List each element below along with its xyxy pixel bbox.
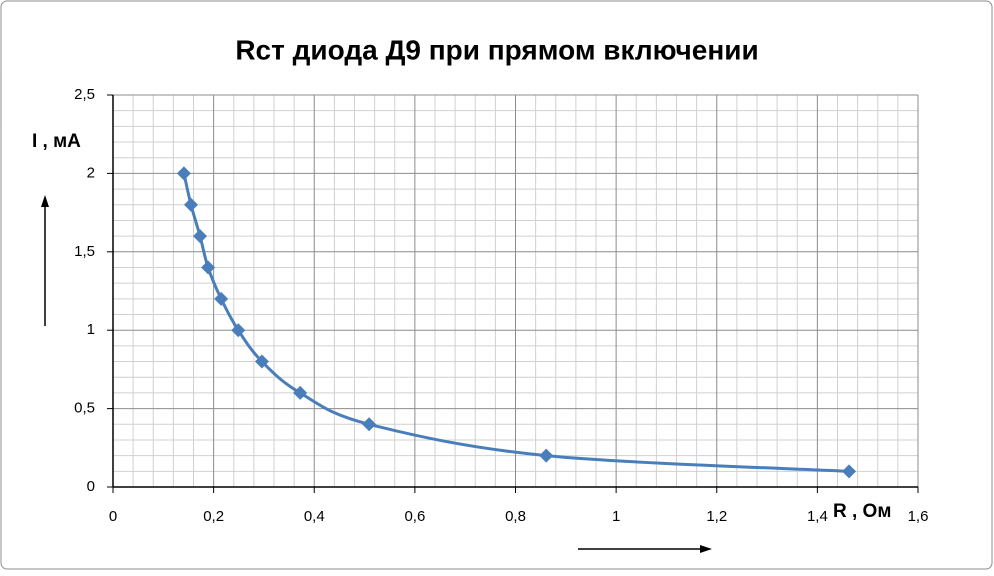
y-tick-label: 1: [87, 321, 95, 338]
x-arrow: [578, 545, 712, 553]
data-point: [362, 417, 377, 432]
data-point: [842, 464, 857, 479]
y-axis-label: I , мА: [32, 131, 81, 152]
data-point: [214, 291, 229, 306]
x-axis-label: R , Ом: [833, 501, 891, 522]
data-point: [201, 260, 216, 275]
data-point: [539, 448, 554, 463]
y-tick-label: 2,5: [74, 86, 95, 103]
x-tick-label: 1,4: [807, 508, 828, 525]
y-tick-label: 1,5: [74, 243, 95, 260]
x-tick-label: 0,2: [203, 508, 224, 525]
x-tick-label: 1,2: [706, 508, 727, 525]
x-tick-label: 0,6: [404, 508, 425, 525]
data-point: [254, 354, 269, 369]
x-tick-label: 0,4: [304, 508, 325, 525]
data-point: [176, 166, 191, 181]
data-point: [193, 229, 208, 244]
chart-title: Rcт диода Д9 при прямом включении: [235, 34, 758, 65]
x-tick-label: 0,8: [505, 508, 526, 525]
y-tick-label: 0,5: [74, 400, 95, 417]
y-tick-label: 2: [87, 164, 95, 181]
x-tick-label: 1: [612, 508, 620, 525]
data-point: [231, 323, 246, 338]
x-tick-label: 1,6: [908, 508, 929, 525]
data-point: [183, 197, 198, 212]
y-arrow: [41, 195, 49, 326]
y-tick-label: 0: [87, 478, 95, 495]
data-point: [293, 385, 308, 400]
x-tick-label: 0: [109, 508, 117, 525]
